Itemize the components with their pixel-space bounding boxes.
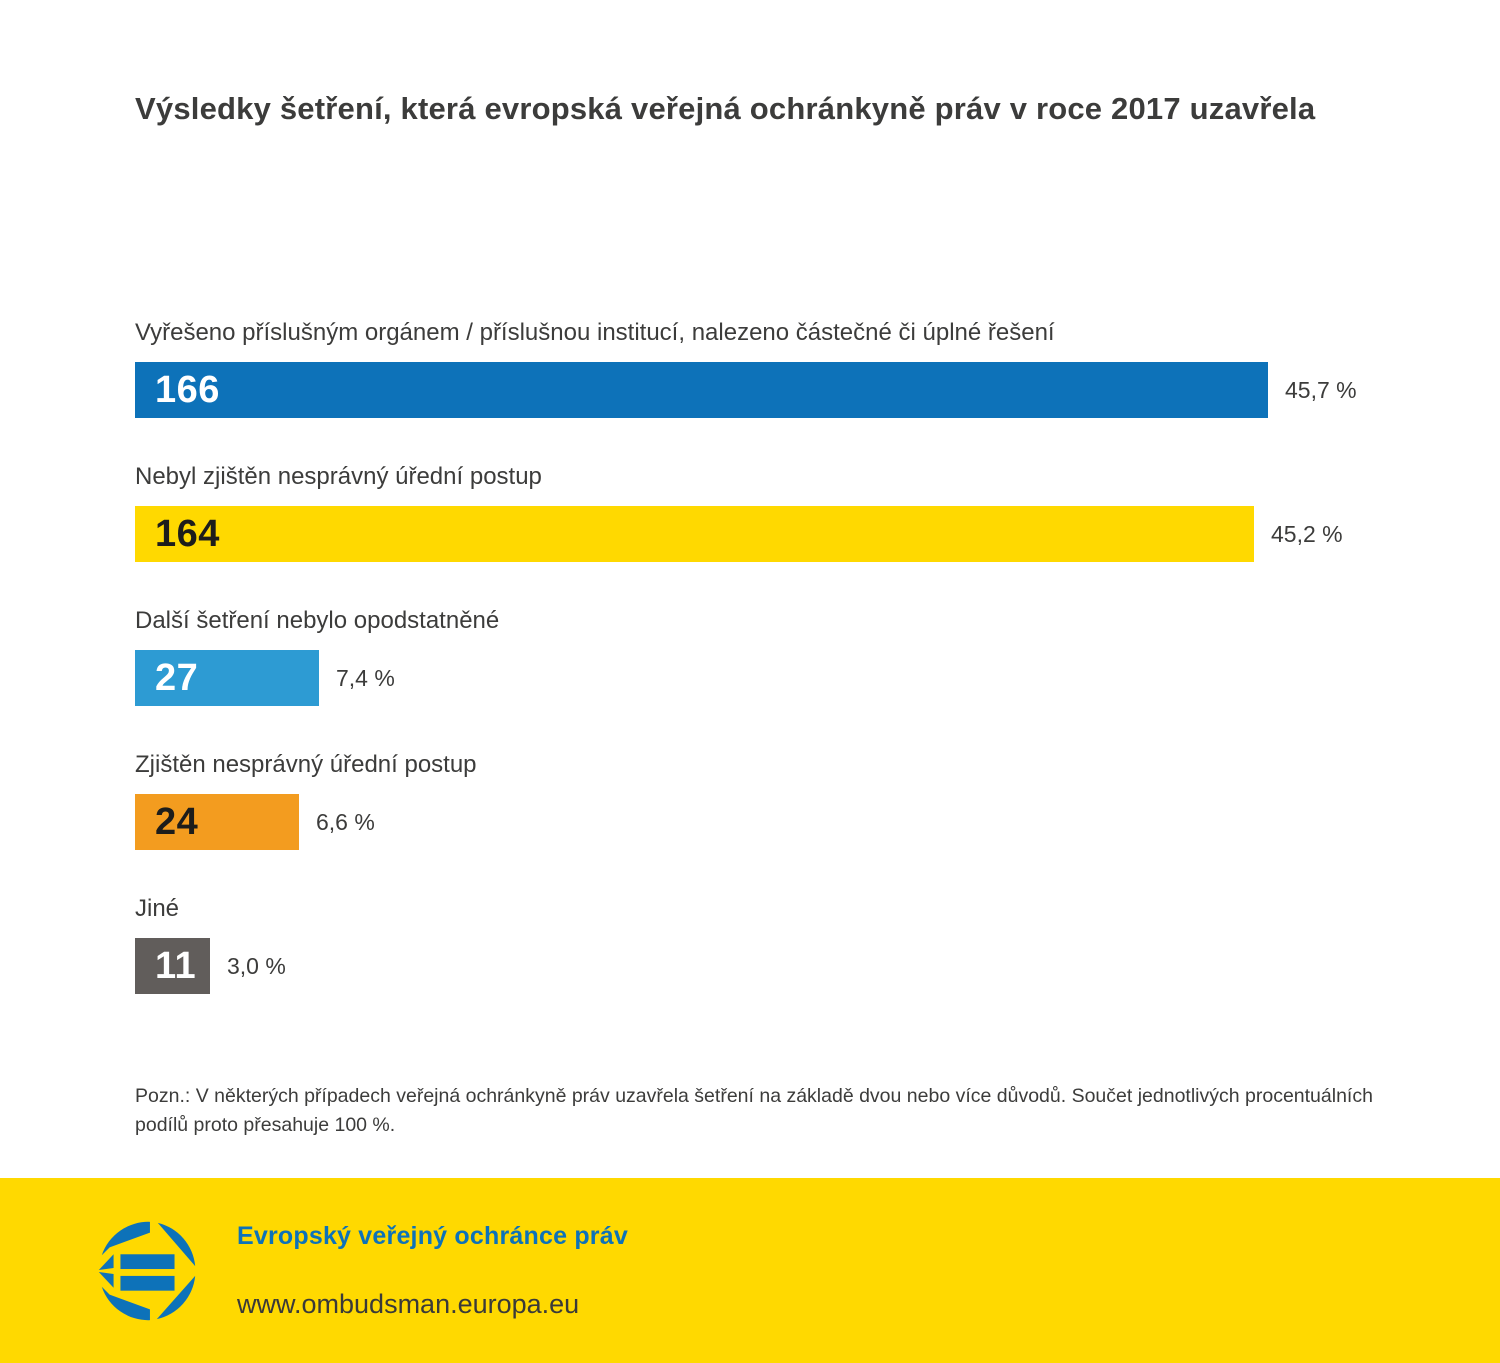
bar-percent: 45,2 % [1271,520,1343,547]
bar-percent: 7,4 % [336,664,395,691]
website-url: www.ombudsman.europa.eu [237,1288,580,1319]
bar-percent: 45,7 % [1285,376,1357,403]
category-label: Nebyl zjištěn nesprávný úřední postup [135,463,542,490]
bar-row: Zjištěn nesprávný úřední postup 24 6,6 % [135,750,1415,850]
footer-band: Evropský veřejný ochránce práv www.ombud… [0,1178,1500,1363]
category-label: Jiné [135,895,180,922]
footnote: Pozn.: V některých případech veřejná och… [135,1085,1373,1136]
page-title: Výsledky šetření, která evropská veřejná… [135,91,1316,126]
org-name: Evropský veřejný ochránce práv [237,1221,628,1250]
bar-value: 164 [155,512,220,555]
bar-value: 27 [155,656,199,699]
category-label: Vyřešeno příslušným orgánem / příslušnou… [135,319,1055,346]
bar: 11 [135,938,210,994]
bar-value: 24 [155,800,199,843]
bar-value: 11 [155,944,197,987]
bar: 27 [135,650,319,706]
bar-chart: Vyřešeno příslušným orgánem / příslušnou… [135,318,1415,994]
bar: 164 [135,506,1254,562]
ombudsman-logo-icon [98,1221,196,1320]
bar: 166 [135,362,1268,418]
bar-row: Jiné 11 3,0 % [135,894,1415,994]
bar-value: 166 [155,368,220,411]
category-label: Zjištěn nesprávný úřední postup [135,751,477,778]
bar-percent: 3,0 % [227,952,286,979]
bar-row: Vyřešeno příslušným orgánem / příslušnou… [135,318,1415,418]
bar: 24 [135,794,299,850]
category-label: Další šetření nebylo opodstatněné [135,607,500,634]
bar-percent: 6,6 % [316,808,375,835]
bar-row: Nebyl zjištěn nesprávný úřední postup 16… [135,462,1415,562]
bar-row: Další šetření nebylo opodstatněné 27 7,4… [135,606,1415,706]
